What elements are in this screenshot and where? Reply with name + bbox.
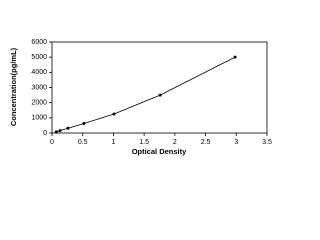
data-point	[82, 122, 86, 126]
x-axis-label: Optical Density	[132, 147, 187, 156]
x-tick-label: 0	[50, 139, 54, 146]
x-tick-label: 1	[111, 139, 115, 146]
y-tick-label: 0	[43, 130, 47, 137]
y-tick-label: 4000	[31, 69, 47, 76]
y-axis-label: Concentration(pg/mL)	[9, 47, 18, 126]
data-point	[112, 112, 116, 116]
data-point	[233, 55, 237, 59]
chart: Optical Density Concentration(pg/mL) 010…	[9, 39, 272, 156]
data-point	[54, 130, 58, 134]
y-tick-label: 3000	[31, 84, 47, 91]
fit-line	[56, 56, 236, 133]
data-point	[66, 126, 70, 130]
x-tick-label: 1.5	[139, 139, 149, 146]
data-point	[158, 93, 162, 97]
plot-frame	[51, 41, 268, 134]
y-tick-label: 2000	[31, 100, 47, 107]
x-tick-label: 2	[173, 139, 177, 146]
x-tick-label: 3	[234, 139, 238, 146]
y-tick-label: 1000	[31, 115, 47, 122]
x-tick-label: 0.5	[78, 139, 88, 146]
data-point	[58, 129, 62, 133]
y-tick-label: 6000	[31, 39, 47, 46]
x-tick-label: 3.5	[262, 139, 272, 146]
page: Optical Density Concentration(pg/mL) 0 10…	[8, 38, 272, 156]
y-tick-label: 5000	[31, 54, 47, 61]
x-tick-label: 2.5	[201, 139, 211, 146]
